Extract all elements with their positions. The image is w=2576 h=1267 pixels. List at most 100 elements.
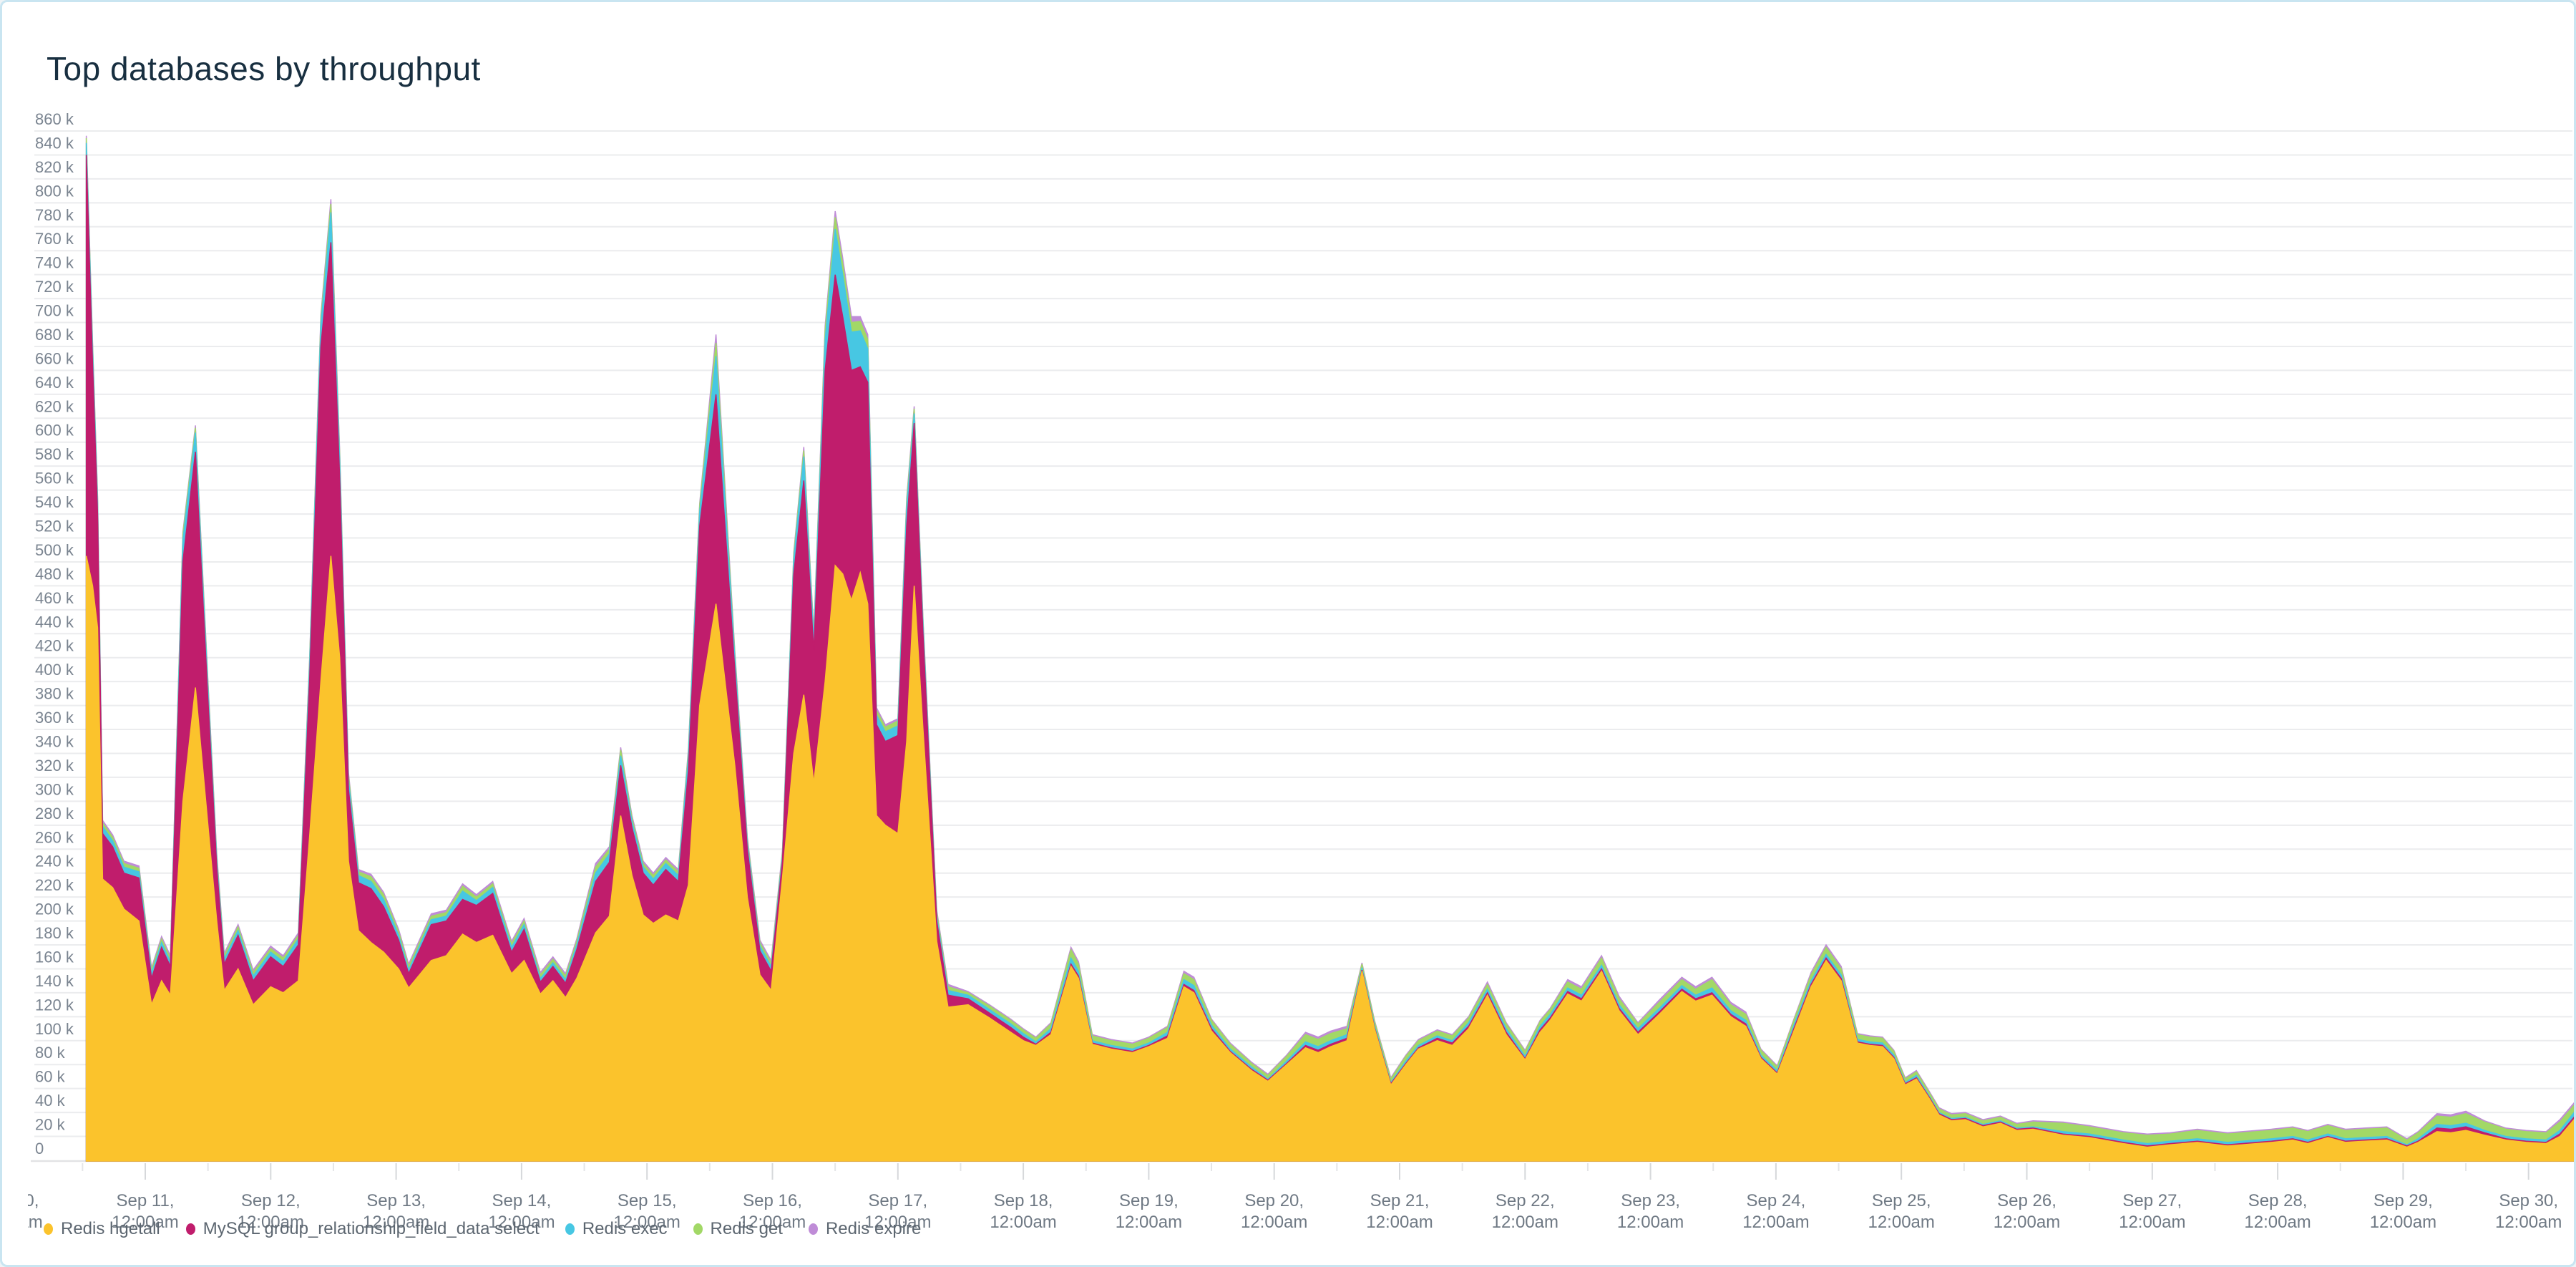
legend-color-dot [693,1223,703,1235]
horizontal-gridlines [34,130,2572,1137]
legend-item-mysql-group-relationship-field-data-select[interactable]: MySQL group_relationship_field_data sele… [185,1219,540,1239]
svg-text:12:00am: 12:00am [2,1213,43,1232]
legend-color-dot [185,1223,195,1235]
legend-item-redis-expire[interactable]: Redis expire [808,1219,922,1239]
svg-text:12:00am: 12:00am [1492,1213,1558,1232]
svg-text:Sep 12,: Sep 12, [241,1191,301,1210]
svg-text:620 k: 620 k [35,397,74,415]
stacked-areas [85,135,2574,1162]
svg-text:840 k: 840 k [35,134,74,152]
svg-text:360 k: 360 k [35,709,74,727]
svg-text:700 k: 700 k [35,302,74,320]
svg-text:Sep 11,: Sep 11, [117,1191,175,1210]
svg-text:12:00am: 12:00am [1366,1213,1433,1232]
svg-text:760 k: 760 k [35,230,74,248]
svg-text:Sep 29,: Sep 29, [2373,1191,2433,1210]
svg-text:12:00am: 12:00am [1868,1213,1934,1232]
area-redis-hgetall [85,555,2574,1162]
svg-text:Sep 16,: Sep 16, [743,1191,802,1210]
y-axis-labels: 860 k 840 k 820 k 800 k 780 k 760 k 740 k 720 k… [35,110,74,1157]
svg-text:560 k: 560 k [35,470,74,487]
svg-text:12:00am: 12:00am [1617,1213,1684,1232]
svg-text:380 k: 380 k [35,685,74,703]
svg-text:Sep 26,: Sep 26, [1997,1191,2057,1210]
svg-text:140 k: 140 k [35,972,74,990]
svg-text:Sep 14,: Sep 14, [492,1191,552,1210]
legend-color-dot [565,1223,575,1235]
svg-text:Sep 15,: Sep 15, [618,1191,677,1210]
svg-text:100 k: 100 k [35,1020,74,1038]
legend-item-redis-exec[interactable]: Redis exec [565,1219,668,1239]
svg-text:Sep 21,: Sep 21, [1370,1191,1430,1210]
svg-text:420 k: 420 k [35,637,74,655]
svg-text:Sep 13,: Sep 13, [366,1191,426,1210]
svg-text:80 k: 80 k [35,1044,66,1062]
legend-item-redis-get[interactable]: Redis get [693,1219,783,1239]
legend-label: Redis expire [825,1219,922,1238]
svg-text:600 k: 600 k [35,422,74,440]
svg-text:12:00am: 12:00am [238,1213,304,1232]
svg-text:12:00am: 12:00am [990,1213,1056,1232]
svg-text:680 k: 680 k [35,326,74,344]
legend-item-redis-hgetall[interactable]: Redis hgetall [44,1219,160,1239]
svg-text:400 k: 400 k [35,661,74,679]
svg-text:540 k: 540 k [35,493,74,511]
svg-text:12:00am: 12:00am [1241,1213,1307,1232]
legend-color-dot [44,1223,53,1235]
svg-text:12:00am: 12:00am [363,1213,429,1232]
svg-text:820 k: 820 k [35,158,74,176]
svg-text:200 k: 200 k [35,901,74,918]
svg-text:12:00am: 12:00am [2244,1213,2311,1232]
svg-text:740 k: 740 k [35,254,74,272]
svg-text:Sep 20,: Sep 20, [1244,1191,1304,1210]
svg-text:Sep 10,: Sep 10, [2,1191,39,1210]
svg-text:20 k: 20 k [35,1116,66,1134]
svg-text:Sep 22,: Sep 22, [1496,1191,1555,1210]
svg-text:500 k: 500 k [35,541,74,559]
svg-text:660 k: 660 k [35,349,74,367]
svg-text:800 k: 800 k [35,182,74,200]
svg-text:300 k: 300 k [35,780,74,798]
svg-text:Sep 24,: Sep 24, [1747,1191,1806,1210]
svg-text:12:00am: 12:00am [488,1213,555,1232]
legend-color-dot [808,1223,818,1235]
legend-label: Redis exec [582,1219,668,1238]
page-title: Top databases by throughput [47,50,481,87]
svg-text:12:00am: 12:00am [613,1213,680,1232]
svg-text:12:00am: 12:00am [1742,1213,1809,1232]
legend-label: Redis get [710,1219,783,1238]
svg-text:240 k: 240 k [35,853,74,870]
svg-text:Sep 19,: Sep 19, [1119,1191,1179,1210]
svg-text:Sep 17,: Sep 17, [868,1191,927,1210]
svg-text:12:00am: 12:00am [1116,1213,1182,1232]
svg-text:340 k: 340 k [35,732,74,750]
svg-text:640 k: 640 k [35,374,74,392]
svg-text:520 k: 520 k [35,518,74,535]
svg-text:180 k: 180 k [35,924,74,942]
svg-text:60 k: 60 k [35,1068,66,1086]
legend-label: Redis hgetall [61,1219,160,1238]
svg-text:12:00am: 12:00am [2119,1213,2185,1232]
svg-text:460 k: 460 k [35,589,74,607]
chart-legend: Redis hgetall MySQL group_relationship_fi… [44,1219,921,1239]
svg-text:Sep 27,: Sep 27, [2122,1191,2182,1210]
svg-text:Sep 23,: Sep 23, [1621,1191,1680,1210]
svg-text:12:00am: 12:00am [1994,1213,2060,1232]
x-axis-ticks [82,1163,2529,1180]
svg-text:780 k: 780 k [35,206,74,224]
svg-text:860 k: 860 k [35,110,74,128]
svg-text:Sep 18,: Sep 18, [994,1191,1053,1210]
svg-text:Sep 25,: Sep 25, [1872,1191,1931,1210]
svg-text:Sep 28,: Sep 28, [2248,1191,2308,1210]
x-axis-labels: Sep 10, 12:00am Sep 11, 12:00am Sep 12, 12:00… [2,1191,2562,1232]
svg-text:280 k: 280 k [35,805,74,822]
svg-text:480 k: 480 k [35,565,74,583]
svg-text:40 k: 40 k [35,1092,66,1110]
svg-text:12:00am: 12:00am [2495,1213,2562,1232]
svg-text:0: 0 [35,1140,44,1157]
svg-text:440 k: 440 k [35,613,74,631]
svg-text:720 k: 720 k [35,278,74,296]
svg-text:580 k: 580 k [35,445,74,463]
